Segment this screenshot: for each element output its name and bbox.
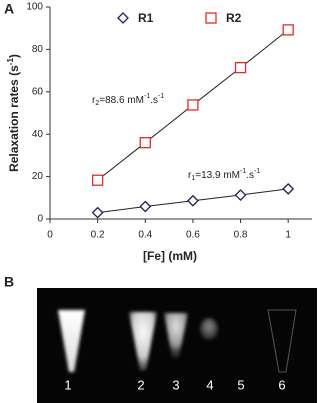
tube-label: 5 <box>237 377 244 392</box>
tube-label: 6 <box>278 377 285 392</box>
marker <box>234 189 247 201</box>
y-tick-label: 80 <box>32 44 44 55</box>
y-axis-label-part: Relaxation rates (s <box>7 65 21 172</box>
panel-label: A <box>4 1 14 17</box>
marker <box>187 99 199 111</box>
x-tick-label: 0.6 <box>186 230 200 241</box>
annotation-part: =88.6 mM <box>99 95 144 106</box>
mri-image <box>37 288 317 403</box>
annotation-part: .s <box>246 170 254 181</box>
y-axis-label-part: -1 <box>6 58 15 66</box>
marker <box>282 24 294 36</box>
tube <box>164 313 188 357</box>
marker <box>234 61 247 74</box>
tube-labels: 1 2 3 4 5 6 <box>64 377 285 392</box>
x-tick-label: 0.4 <box>138 230 152 241</box>
annotation: r1=13.9 mM-1.s-1 <box>188 168 260 182</box>
annotation-part: -1 <box>254 168 260 175</box>
marker <box>139 200 152 213</box>
annotation-part: 1 <box>191 175 195 182</box>
legend-label: R2 <box>226 11 242 25</box>
marker <box>139 137 151 149</box>
y-tick-label: 0 <box>37 214 43 225</box>
annotation-part: -1 <box>240 168 246 175</box>
x-tick-label: 0.8 <box>234 230 248 241</box>
marker <box>91 174 104 186</box>
y-axis-label-part: ) <box>7 54 21 58</box>
annotation-part: 2 <box>95 100 99 107</box>
x-tick-label: 1 <box>285 230 291 241</box>
tube-label: 2 <box>137 377 144 392</box>
annotation: r2=88.6 mM-1.s-1 <box>92 93 164 107</box>
marker <box>186 194 199 207</box>
x-tick-label: 0 <box>47 230 53 241</box>
y-tick-label: 60 <box>32 86 44 97</box>
annotation-part: =13.9 mM <box>195 170 240 181</box>
panel-label: B <box>4 274 14 290</box>
chart: 0 20 40 60 80 100 0 0.2 0.4 0.6 0.8 1 [Fe] (mM) Relax… <box>6 2 312 263</box>
tube <box>200 318 218 340</box>
annotation-part: -1 <box>158 93 164 100</box>
y-tick-label: 40 <box>32 129 44 140</box>
tube-label: 3 <box>172 377 179 392</box>
y-axis-label: Relaxation rates (s-1) <box>6 54 22 172</box>
tube-label: 1 <box>64 377 71 392</box>
tube <box>58 310 85 372</box>
x-axis-label: [Fe] (mM) <box>143 249 197 263</box>
annotation-part: r <box>188 170 192 181</box>
annotation-part: .s <box>150 95 158 106</box>
x-tick-label: 0.2 <box>91 230 105 241</box>
tube <box>129 312 157 370</box>
tube <box>267 309 297 373</box>
annotation-part: r <box>92 95 96 106</box>
legend-marker <box>205 12 217 24</box>
marker <box>282 182 295 195</box>
annotation-part: -1 <box>144 93 150 100</box>
tube-label: 4 <box>206 377 213 392</box>
y-tick-label: 100 <box>26 2 43 13</box>
legend-label: R1 <box>138 11 154 25</box>
y-tick-label: 20 <box>32 171 44 182</box>
marker <box>91 206 104 219</box>
legend-marker <box>117 12 129 24</box>
